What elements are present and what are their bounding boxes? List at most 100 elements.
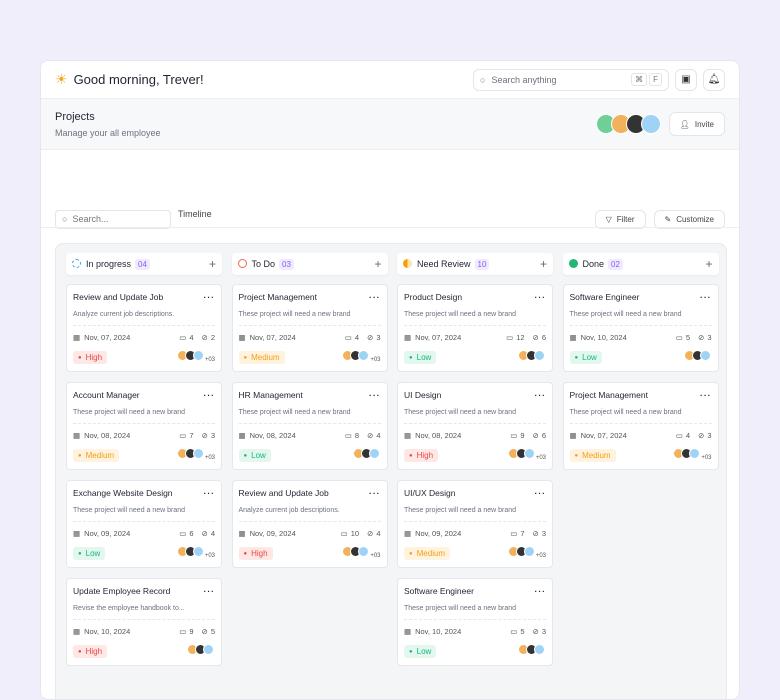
task-card[interactable]: Software Engineer ··· These project will …: [397, 578, 553, 666]
pen-icon: ✎: [664, 214, 672, 224]
half-circle-icon: [403, 258, 412, 270]
customize-button[interactable]: ✎ Customize: [653, 209, 725, 229]
avatar: [358, 546, 370, 557]
filter-button[interactable]: ▽ Filter: [594, 209, 646, 229]
avatar: [203, 644, 214, 655]
task-card[interactable]: Product Design ··· These project will nee…: [397, 284, 553, 372]
more-options-icon[interactable]: ···: [534, 488, 546, 498]
attachment-count: 3: [541, 627, 546, 636]
check-circle-icon: [568, 258, 578, 270]
add-card-button[interactable]: +: [539, 257, 547, 271]
more-options-icon[interactable]: ···: [203, 292, 215, 302]
column-header: In progress 04 +: [66, 253, 222, 275]
more-options-icon[interactable]: ···: [534, 390, 546, 400]
assignee-avatars: +03: [176, 544, 215, 562]
card-title: UI Design: [404, 390, 442, 400]
assignee-avatars: +03: [342, 544, 381, 562]
column-header: Done 02 +: [562, 253, 719, 275]
task-card[interactable]: Project Management ··· These project will…: [562, 382, 719, 470]
priority-badge: Low: [238, 448, 271, 462]
dashed-circle-icon: [72, 258, 81, 270]
due-date: Nov, 10, 2024: [415, 627, 462, 636]
circle-icon: [237, 258, 247, 270]
comment-icon: ▭: [510, 431, 518, 440]
global-search-input[interactable]: ○ Search anything ⌘ F: [473, 68, 669, 91]
card-description: Analyze current job descriptions.: [73, 311, 215, 326]
paperclip-icon: ⊘: [201, 333, 208, 342]
assignee-avatars: [187, 642, 215, 660]
avatar: [689, 448, 701, 459]
task-card[interactable]: HR Management ··· These project will need…: [231, 382, 388, 470]
more-options-icon[interactable]: ···: [369, 488, 381, 498]
column-header: Need Review 10 +: [397, 253, 553, 275]
calendar-icon: ▦: [404, 431, 412, 440]
due-date: Nov, 07, 2024: [249, 333, 296, 342]
comment-icon: ▭: [179, 627, 187, 636]
task-card[interactable]: UI Design ··· These project will need a n…: [397, 382, 553, 470]
due-date: Nov, 08, 2024: [415, 431, 462, 440]
attachment-count: 3: [541, 529, 546, 538]
more-options-icon[interactable]: ···: [700, 390, 712, 400]
add-card-button[interactable]: +: [208, 257, 216, 271]
more-options-icon[interactable]: ···: [700, 292, 712, 302]
task-card[interactable]: Project Management ··· These project will…: [231, 284, 388, 372]
comment-count: 7: [189, 431, 194, 440]
card-description: These project will need a new brand: [404, 311, 546, 326]
team-avatars[interactable]: [595, 114, 661, 134]
board-search-input[interactable]: ○ Search...: [55, 209, 171, 229]
calendar-button[interactable]: ▣: [675, 68, 697, 91]
card-description: These project will need a new brand: [73, 409, 215, 424]
avatar: [192, 350, 204, 361]
card-title: Software Engineer: [404, 586, 474, 596]
paperclip-icon: ⊘: [532, 529, 539, 538]
card-description: These project will need a new brand: [569, 409, 712, 424]
comment-count: 9: [520, 431, 525, 440]
add-card-button[interactable]: +: [374, 257, 382, 271]
task-card[interactable]: Exchange Website Design ··· These project…: [66, 480, 222, 568]
kanban-board: In progress 04 + Review and Update Job ··· …: [55, 243, 727, 699]
assignee-avatars: +03: [673, 446, 712, 464]
more-options-icon[interactable]: ···: [534, 292, 546, 302]
card-description: These project will need a new brand: [73, 507, 215, 522]
comment-icon: ▭: [344, 431, 352, 440]
task-card[interactable]: Review and Update Job ··· Analyze current…: [66, 284, 222, 372]
priority-badge: High: [404, 448, 439, 462]
paperclip-icon: ⊘: [201, 627, 208, 636]
invite-button[interactable]: 👤︎ Invite: [668, 112, 725, 136]
task-card[interactable]: Review and Update Job ··· Analyze current…: [231, 480, 388, 568]
comment-icon: ▭: [510, 627, 518, 636]
more-options-icon[interactable]: ···: [203, 390, 215, 400]
more-options-icon[interactable]: ···: [203, 488, 215, 498]
due-date: Nov, 10, 2024: [580, 333, 627, 342]
task-card[interactable]: UI/UX Design ··· These project will need …: [397, 480, 553, 568]
task-card[interactable]: Update Employee Record ··· Revise the emp…: [66, 578, 222, 666]
avatar: [640, 114, 661, 134]
greeting: Good morning, Trever!: [73, 72, 204, 87]
search-icon: ○: [62, 214, 68, 224]
comment-count: 5: [685, 333, 691, 342]
priority-badge: Medium: [569, 448, 616, 462]
attachment-count: 3: [707, 431, 712, 440]
app-window: ☀ Good morning, Trever! ○ Search anythin…: [40, 60, 740, 700]
more-assignees: +03: [535, 455, 546, 461]
more-options-icon[interactable]: ···: [534, 586, 546, 596]
add-card-button[interactable]: +: [705, 257, 713, 271]
notification-button[interactable]: 🔔︎: [703, 68, 725, 91]
bell-icon: 🔔︎: [707, 74, 721, 85]
more-options-icon[interactable]: ···: [369, 292, 381, 302]
shortcut-key: ⌘: [631, 73, 648, 86]
more-options-icon[interactable]: ···: [369, 390, 381, 400]
comment-icon: ▭: [344, 333, 352, 342]
attachment-count: 4: [376, 529, 381, 538]
avatar: [523, 546, 535, 557]
card-title: Review and Update Job: [73, 292, 164, 302]
task-card[interactable]: Account Manager ··· These project will ne…: [66, 382, 222, 470]
tab-timeline[interactable]: Timeline: [178, 209, 212, 219]
paperclip-icon: ⊘: [532, 627, 539, 636]
calendar-icon: ▦: [404, 627, 412, 636]
more-options-icon[interactable]: ···: [203, 586, 215, 596]
due-date: Nov, 07, 2024: [580, 431, 627, 440]
paperclip-icon: ⊘: [532, 333, 539, 342]
task-card[interactable]: Software Engineer ··· These project will …: [562, 284, 719, 372]
assignee-avatars: [352, 446, 381, 464]
